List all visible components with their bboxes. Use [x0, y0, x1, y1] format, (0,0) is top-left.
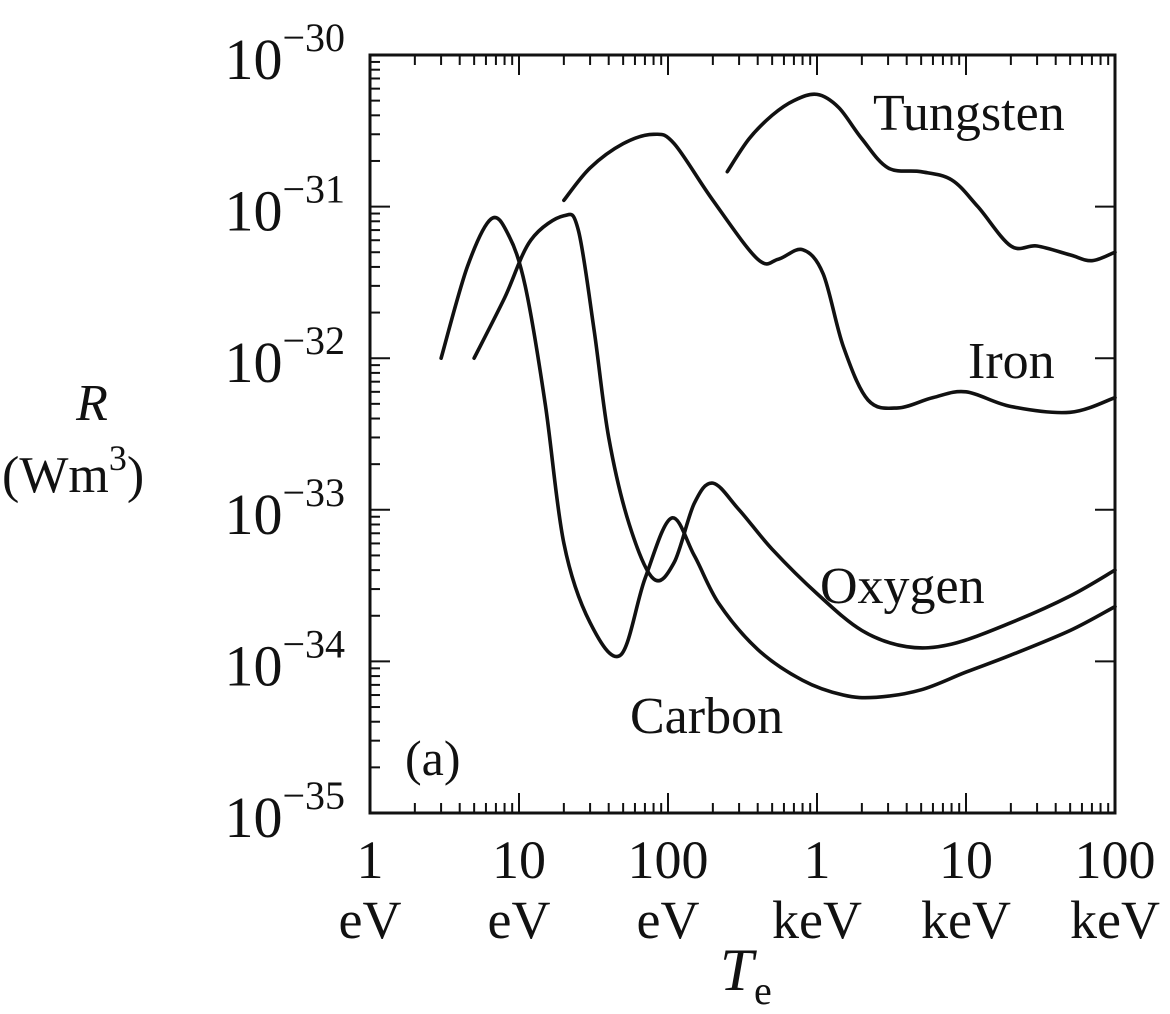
series-label-tungsten: Tungsten: [873, 85, 1065, 142]
series-curves: [439, 92, 1117, 700]
y-tick-label: 10−32: [224, 318, 345, 395]
major-ticks: [369, 54, 1116, 814]
series-label-oxygen: Oxygen: [820, 558, 985, 615]
y-tick-label: 10−33: [224, 470, 345, 547]
y-tick-label-base: 10: [224, 785, 282, 850]
y-axis-label: R: [75, 375, 108, 432]
x-tick-label-number: 100: [628, 830, 709, 890]
x-tick-label-unit: keV: [921, 890, 1011, 950]
x-axis-label-subscript: e: [754, 968, 772, 1013]
y-tick-label: 10−34: [224, 621, 345, 698]
y-tick-label-exponent: −34: [282, 621, 345, 666]
y-tick-label-base: 10: [224, 330, 282, 395]
y-tick-label-exponent: −31: [282, 167, 345, 212]
plot-frame: [368, 53, 1117, 815]
y-axis-unit-close: ): [127, 447, 144, 504]
series-label-carbon: Carbon: [630, 688, 783, 745]
x-tick-label-unit: keV: [1070, 890, 1160, 950]
y-axis-unit-exponent: 3: [109, 438, 127, 478]
minor-ticks: [370, 55, 1110, 813]
y-tick-label-base: 10: [224, 633, 282, 698]
x-tick-label-unit: eV: [637, 890, 700, 950]
y-tick-label-exponent: −30: [282, 15, 345, 60]
y-tick-label: 10−31: [224, 167, 345, 244]
panel-label: (a): [405, 730, 461, 786]
x-tick-label-number: 1: [357, 830, 384, 890]
x-tick-label-number: 1: [804, 830, 831, 890]
y-tick-label-base: 10: [224, 179, 282, 244]
y-tick-label-exponent: −35: [282, 773, 345, 818]
y-tick-label-base: 10: [224, 27, 282, 92]
x-tick-label-unit: eV: [339, 890, 402, 950]
y-tick-label: 10−30: [224, 15, 345, 92]
x-tick-label-number: 10: [939, 830, 993, 890]
series-line-tungsten: [725, 92, 1117, 263]
x-tick-label-number: 100: [1075, 830, 1156, 890]
series-line-carbon: [439, 215, 1117, 700]
series-label-iron: Iron: [968, 333, 1055, 390]
x-tick-label-unit: keV: [772, 890, 862, 950]
series-line-iron: [562, 132, 1117, 415]
y-tick-label-base: 10: [224, 482, 282, 547]
y-axis-unit: (Wm3): [2, 438, 144, 504]
x-axis-label: T: [720, 937, 757, 1003]
y-axis-unit-base: (Wm: [2, 447, 109, 504]
y-tick-label-exponent: −33: [282, 470, 345, 515]
y-tick-label-exponent: −32: [282, 318, 345, 363]
x-tick-label-number: 10: [492, 830, 546, 890]
y-tick-label: 10−35: [224, 773, 345, 850]
series-line-oxygen: [472, 212, 1117, 650]
x-tick-label-unit: eV: [488, 890, 551, 950]
